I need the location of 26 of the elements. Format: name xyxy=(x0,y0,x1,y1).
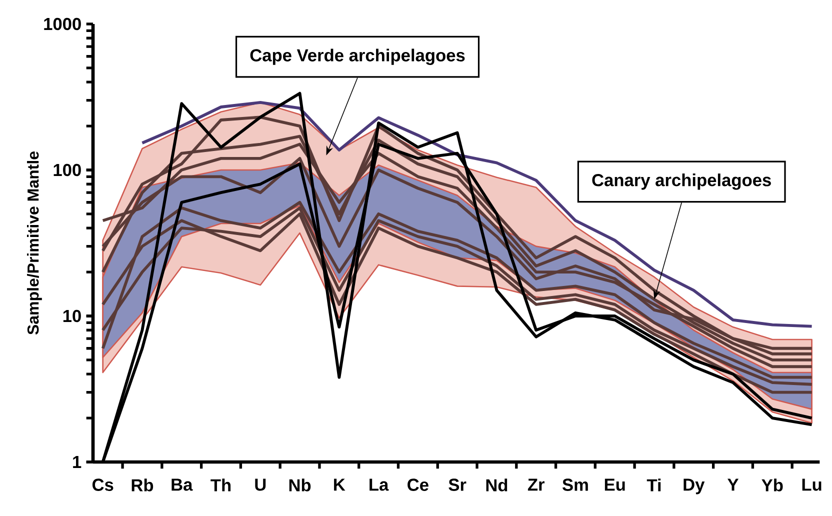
x-tick-label: La xyxy=(370,478,389,491)
x-tick-label: Sm xyxy=(562,478,588,491)
y-tick-label: 1000 xyxy=(44,18,81,30)
x-tick-label: Cs xyxy=(92,478,114,491)
x-tick-label: Rb xyxy=(132,478,154,492)
x-tick-label: Yb xyxy=(762,478,783,492)
x-tick-label: Ce xyxy=(408,478,428,491)
x-tick-label: Sr xyxy=(448,478,466,491)
x-tick-label: Ba xyxy=(172,478,193,491)
y-tick-label: 10 xyxy=(63,310,81,322)
y-tick-label: 1 xyxy=(73,456,82,468)
x-tick-label: Eu xyxy=(604,478,625,491)
x-tick-label: Th xyxy=(210,478,231,492)
x-tick-label: Nb xyxy=(289,478,311,492)
x-tick-label: Ti xyxy=(646,478,661,492)
x-tick-label: K xyxy=(334,478,346,491)
x-tick-label: Zr xyxy=(528,478,544,491)
annotation: Cape Verde archipelagoes xyxy=(250,48,465,65)
x-tick-label: U xyxy=(255,478,266,491)
x-tick-label: Lu xyxy=(802,478,822,491)
y-tick-label: 100 xyxy=(54,164,81,176)
x-tick-label: Nd xyxy=(486,478,508,492)
x-tick-label: Y xyxy=(728,478,739,491)
y-axis-title: Sample/Primitive Mantle xyxy=(27,152,42,335)
x-tick-label: Dy xyxy=(684,478,705,494)
annotation: Canary archipelagoes xyxy=(592,174,771,190)
